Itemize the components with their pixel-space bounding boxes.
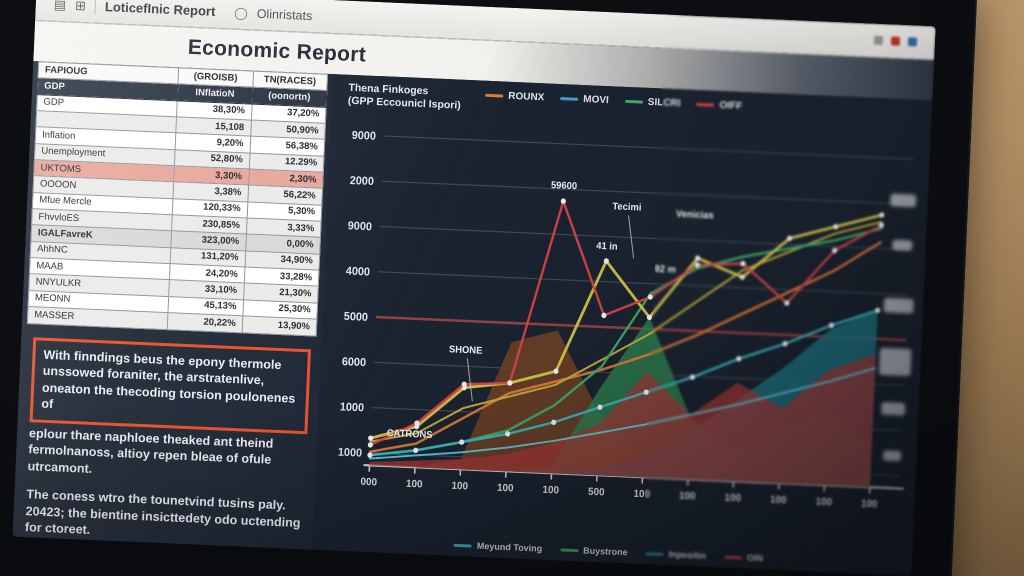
notes-paragraph-2: The coness wtro the tounetvind tusins pa… [24, 487, 301, 537]
notifications-icon[interactable] [890, 36, 901, 46]
legend-label: OIN [746, 552, 764, 564]
svg-text:9000: 9000 [348, 220, 373, 233]
findings-callout: With finndings beus the epony thermole u… [29, 336, 312, 434]
chart-legend-top: ROUNX MOVI SILCRI OIFF [485, 90, 742, 112]
legend-label: Inpositin [668, 549, 707, 561]
grid-icon[interactable]: ⊞ [74, 0, 87, 14]
chart-body: 9000 2000 9000 4000 5000 6000 1000 1000 000 100 10… [313, 119, 930, 554]
legend-swatch-icon [560, 547, 579, 552]
svg-text:1000: 1000 [338, 446, 363, 459]
notes-section: With finndings beus the epony thermole u… [13, 323, 322, 548]
svg-text:000: 000 [360, 477, 377, 489]
tab-secondary[interactable]: Olinristats [256, 6, 313, 23]
legend-item[interactable]: MOVI [560, 93, 609, 106]
legend-label: MOVI [583, 94, 610, 107]
legend-label: SILCRI [647, 96, 681, 110]
screen: ▤ ⊞ LoticefInic Report ◯ Olinristats Eco… [12, 0, 936, 576]
tab-title[interactable]: LoticefInic Report [104, 0, 216, 19]
callout-text: With finndings beus the epony thermole u… [41, 347, 296, 412]
legend-swatch-icon [645, 551, 664, 556]
metrics-table: FAPIOUG (GROISB) TN(RACES) GDP INflatioN… [26, 61, 329, 337]
svg-text:92 m: 92 m [654, 264, 676, 276]
svg-text:500: 500 [588, 487, 605, 499]
legend-swatch-icon [723, 555, 743, 559]
monitor-bezel: ▤ ⊞ LoticefInic Report ◯ Olinristats Eco… [0, 0, 978, 576]
legend-swatch-icon [485, 93, 504, 98]
notes-continued: eplour thare naphloee theaked ant theind… [27, 425, 274, 476]
legend-item[interactable]: Inpositin [645, 548, 706, 561]
legend-swatch-icon [560, 97, 579, 101]
svg-text:9000: 9000 [351, 130, 376, 143]
legend-item[interactable]: Meyund Toving [453, 540, 543, 554]
left-panel: FAPIOUG (GROISB) TN(RACES) GDP INflatioN… [12, 61, 334, 550]
divider [94, 0, 97, 15]
legend-swatch-icon [696, 102, 715, 107]
svg-text:100: 100 [633, 489, 650, 501]
main-content: FAPIOUG (GROISB) TN(RACES) GDP INflatioN… [12, 61, 933, 576]
legend-swatch-icon [624, 99, 643, 104]
legend-item[interactable]: Buystrone [560, 544, 628, 557]
legend-swatch-icon [453, 543, 472, 548]
info-icon[interactable]: ◯ [234, 5, 249, 20]
svg-text:100: 100 [724, 492, 741, 504]
legend-item[interactable]: SILCRI [624, 96, 681, 110]
svg-text:100: 100 [861, 498, 878, 510]
extensions-icon[interactable] [873, 35, 884, 46]
metrics-table-body: GDP 38,30% 37,20% 15,108 50,90% Inflation 9,20… [27, 94, 327, 336]
svg-text:2000: 2000 [349, 175, 374, 188]
svg-text:CATRONS: CATRONS [387, 428, 434, 441]
chart-panel: Thena Finkoges (GPP Eccounicl Ispori) RO… [312, 74, 933, 576]
svg-text:100: 100 [542, 485, 559, 497]
svg-text:41 in: 41 in [596, 241, 618, 253]
chart-svg: 9000 2000 9000 4000 5000 6000 1000 1000 000 100 10… [338, 130, 917, 510]
legend-label: ROUNX [507, 90, 545, 104]
profile-icon[interactable] [907, 37, 918, 47]
svg-text:59600: 59600 [551, 180, 578, 192]
svg-text:100: 100 [406, 479, 423, 491]
legend-item[interactable]: ROUNX [485, 90, 545, 104]
legend-label: Buystrone [582, 545, 628, 558]
browser-actions [873, 35, 918, 47]
svg-text:SHONE: SHONE [449, 344, 483, 357]
svg-text:6000: 6000 [342, 356, 367, 369]
app-menu-icon[interactable]: ▤ [53, 0, 67, 13]
svg-text:100: 100 [815, 496, 832, 508]
svg-text:100: 100 [770, 494, 787, 506]
legend-item[interactable]: OIN [723, 552, 764, 564]
svg-text:1000: 1000 [340, 401, 365, 414]
legend-label: OIFF [719, 99, 743, 112]
chart-title-block: Thena Finkoges (GPP Eccounicl Ispori) [348, 82, 462, 113]
svg-text:100: 100 [451, 481, 468, 493]
legend-item[interactable]: OIFF [696, 99, 742, 112]
svg-text:5000: 5000 [344, 311, 369, 324]
legend-label: Meyund Toving [476, 540, 543, 554]
svg-text:Tecimi: Tecimi [612, 201, 642, 214]
svg-text:Venicias: Venicias [676, 209, 714, 222]
svg-text:100: 100 [497, 483, 514, 495]
svg-text:100: 100 [679, 491, 696, 503]
svg-text:4000: 4000 [346, 265, 371, 278]
